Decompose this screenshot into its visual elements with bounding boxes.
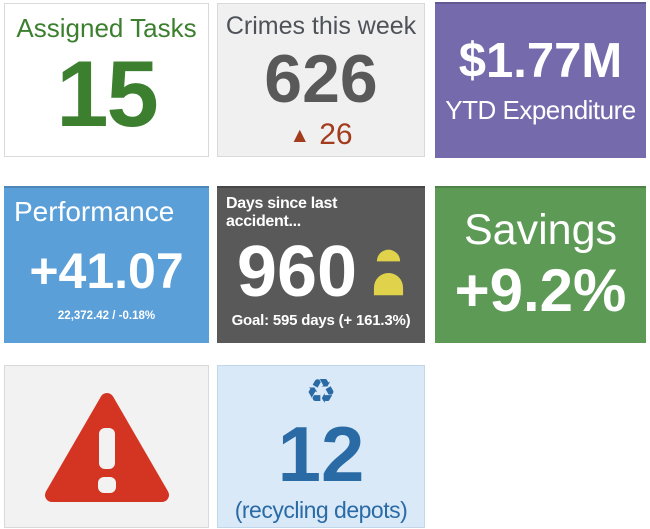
worker-icon: [374, 249, 404, 295]
card-label: (recycling depots): [234, 497, 408, 523]
warning-card: [4, 365, 209, 528]
card-value: +41.07: [29, 243, 184, 299]
delta-indicator: ▲ 26: [289, 120, 352, 150]
days-since-accident-card: Days since last accident... 960 Goal: 59…: [217, 186, 425, 343]
card-value-row: 960: [226, 231, 416, 312]
crimes-this-week-card: Crimes this week 626 ▲ 26: [217, 3, 425, 157]
card-title: Days since last accident...: [226, 195, 338, 230]
card-value: 626: [264, 41, 378, 117]
card-value: $1.77M: [458, 33, 623, 88]
card-title: Crimes this week: [225, 12, 417, 40]
card-label: YTD Expenditure: [445, 94, 636, 125]
card-value: 960: [236, 231, 358, 312]
recycle-icon: ♻: [305, 373, 337, 411]
card-title: Performance: [14, 196, 175, 227]
ytd-expenditure-card: $1.77M YTD Expenditure: [435, 2, 646, 158]
card-value: 15: [56, 41, 159, 146]
card-title: Savings: [464, 205, 617, 254]
up-triangle-icon: ▲: [289, 123, 311, 147]
card-value: 12: [277, 410, 365, 498]
warning-triangle-icon: [44, 392, 169, 502]
performance-card: Performance +41.07 22,372.42 / -0.18%: [4, 186, 209, 343]
assigned-tasks-card: Assigned Tasks 15: [4, 3, 209, 157]
card-detail: 22,372.42 / -0.18%: [57, 310, 156, 322]
recycling-depots-card: ♻ 12 (recycling depots): [217, 365, 425, 528]
savings-card: Savings +9.2%: [435, 186, 646, 343]
goal-text: Goal: 595 days (+ 161.3%): [231, 312, 411, 329]
delta-value: 26: [319, 118, 353, 151]
card-title: Assigned Tasks: [16, 13, 197, 43]
card-value: +9.2%: [454, 257, 627, 325]
